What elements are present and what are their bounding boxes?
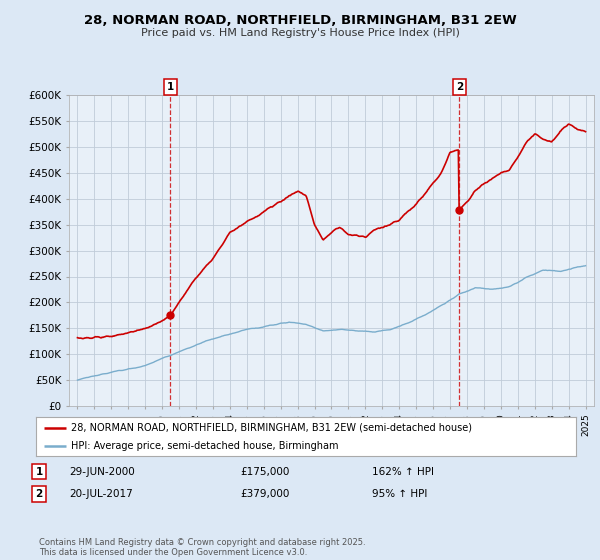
Text: Price paid vs. HM Land Registry's House Price Index (HPI): Price paid vs. HM Land Registry's House … (140, 28, 460, 38)
Text: £379,000: £379,000 (240, 489, 289, 499)
Text: 28, NORMAN ROAD, NORTHFIELD, BIRMINGHAM, B31 2EW: 28, NORMAN ROAD, NORTHFIELD, BIRMINGHAM,… (83, 14, 517, 27)
Text: £175,000: £175,000 (240, 466, 289, 477)
Text: 28, NORMAN ROAD, NORTHFIELD, BIRMINGHAM, B31 2EW (semi-detached house): 28, NORMAN ROAD, NORTHFIELD, BIRMINGHAM,… (71, 423, 472, 433)
Text: 95% ↑ HPI: 95% ↑ HPI (372, 489, 427, 499)
Text: 2: 2 (456, 82, 463, 92)
Text: 29-JUN-2000: 29-JUN-2000 (69, 466, 135, 477)
Text: Contains HM Land Registry data © Crown copyright and database right 2025.
This d: Contains HM Land Registry data © Crown c… (39, 538, 365, 557)
Text: 162% ↑ HPI: 162% ↑ HPI (372, 466, 434, 477)
Text: HPI: Average price, semi-detached house, Birmingham: HPI: Average price, semi-detached house,… (71, 441, 338, 451)
Text: 2: 2 (35, 489, 43, 499)
Text: 20-JUL-2017: 20-JUL-2017 (69, 489, 133, 499)
Text: 1: 1 (35, 466, 43, 477)
Text: 1: 1 (167, 82, 174, 92)
